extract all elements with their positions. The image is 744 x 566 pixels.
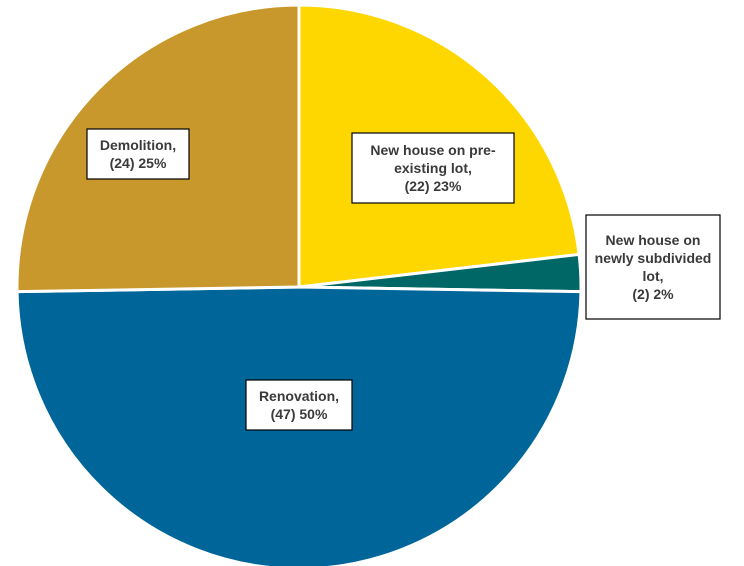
data-label-line: New house on	[606, 232, 701, 248]
data-label-line: (47) 50%	[271, 406, 328, 422]
data-label-line: lot,	[643, 268, 664, 284]
pie-slices	[15, 3, 583, 566]
data-label-box	[245, 379, 353, 431]
data-label-box	[86, 128, 190, 180]
data-label-new-house-on-pre-existing-lot: New house on pre-existing lot, (22) 23%	[351, 132, 515, 204]
pie-labels: New house on pre-existing lot,(22) 23%Ne…	[86, 128, 721, 431]
data-label-line: existing lot,	[394, 160, 472, 176]
data-label-renovation: Renovation, (47) 50%	[245, 379, 353, 431]
data-label-box	[585, 214, 721, 320]
data-label-line: (22) 23%	[405, 178, 462, 194]
data-label-new-house-on-newly-subdivided-lot: New house on newly subdivided lot, (2) 2%	[585, 214, 721, 320]
data-label-line: (2) 2%	[632, 286, 674, 302]
data-label-box	[351, 132, 515, 204]
data-label-line: New house on pre-	[370, 142, 496, 158]
data-label-demolition: Demolition, (24) 25%	[86, 128, 190, 180]
data-label-line: Renovation,	[259, 388, 339, 404]
data-label-line: newly subdivided	[595, 250, 712, 266]
data-label-line: (24) 25%	[110, 155, 167, 171]
data-label-line: Demolition,	[100, 137, 176, 153]
